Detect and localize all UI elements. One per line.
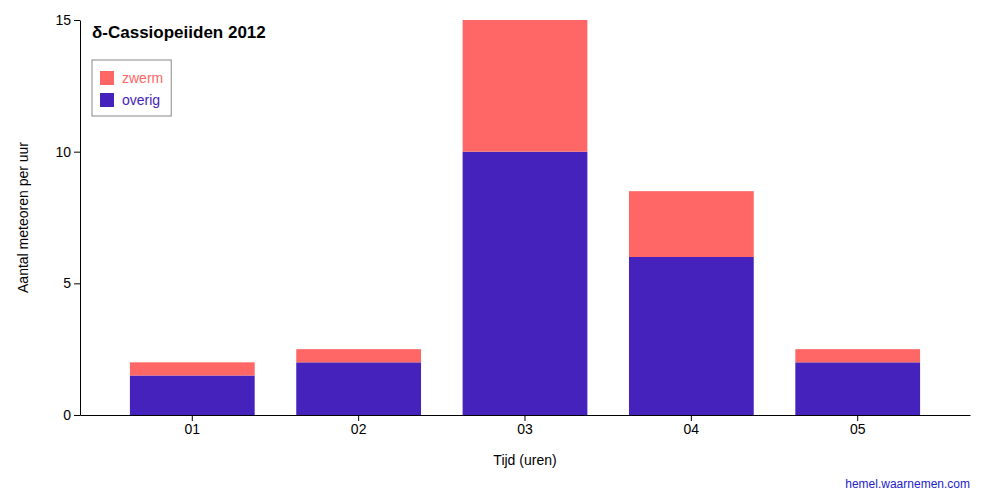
y-tick-label: 5 xyxy=(63,275,71,291)
y-tick: 15 xyxy=(55,12,80,28)
legend: zwerm overig xyxy=(92,60,171,116)
legend-item: overig xyxy=(100,92,160,108)
y-tick: 0 xyxy=(63,407,80,423)
y-tick-label: 0 xyxy=(63,407,71,423)
x-tick: 05 xyxy=(850,415,866,437)
annotation: hemel.waarnemen.com xyxy=(845,477,970,491)
x-axis: 01 02 03 04 05 xyxy=(81,415,971,437)
x-tick: 02 xyxy=(351,415,367,437)
y-axis-title: Aantal meteoren per uur xyxy=(15,142,31,293)
legend-frame xyxy=(92,60,171,116)
bar-series xyxy=(130,152,920,415)
y-tick-mark xyxy=(74,283,80,284)
y-tick: 5 xyxy=(63,275,80,291)
legend-swatch xyxy=(100,93,114,107)
bar xyxy=(296,349,421,362)
x-tick-label: 02 xyxy=(351,421,367,437)
y-tick-mark xyxy=(74,20,80,21)
y-tick-label: 10 xyxy=(55,144,71,160)
bar xyxy=(629,257,754,415)
y-axis: 0 5 10 15 xyxy=(55,12,80,423)
x-tick-label: 03 xyxy=(517,421,533,437)
legend-label: zwerm xyxy=(122,70,163,86)
bar xyxy=(629,191,754,257)
legend-label: overig xyxy=(122,92,160,108)
x-tick: 03 xyxy=(517,415,533,437)
x-tick-label: 01 xyxy=(185,421,201,437)
y-axis-line xyxy=(80,21,81,416)
chart: 0102030405051015Tijd (uren)Aantal meteor… xyxy=(0,0,1000,500)
x-tick-label: 05 xyxy=(850,421,866,437)
bar xyxy=(463,20,588,152)
x-tick-label: 04 xyxy=(684,421,700,437)
bars xyxy=(130,20,920,415)
x-tick: 04 xyxy=(684,415,700,437)
bar xyxy=(463,152,588,415)
bar xyxy=(130,362,255,375)
bar xyxy=(795,362,920,415)
legend-swatch xyxy=(100,71,114,85)
x-tick: 01 xyxy=(185,415,201,437)
title: δ-Cassiopeiiden 2012 xyxy=(92,23,266,42)
legend-item: zwerm xyxy=(100,70,163,86)
y-tick-label: 15 xyxy=(55,12,71,28)
y-tick: 10 xyxy=(55,144,80,160)
bar xyxy=(795,349,920,362)
y-tick-mark xyxy=(74,415,80,416)
bar xyxy=(296,362,421,415)
y-tick-mark xyxy=(74,152,80,153)
x-axis-title: Tijd (uren) xyxy=(493,452,556,468)
bar-series xyxy=(130,20,920,376)
bar xyxy=(130,376,255,416)
